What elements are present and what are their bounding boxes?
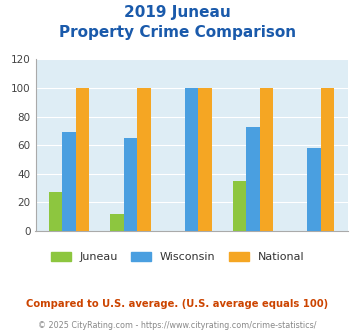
Bar — [260, 88, 273, 231]
Bar — [307, 148, 321, 231]
Bar — [124, 138, 137, 231]
Text: Compared to U.S. average. (U.S. average equals 100): Compared to U.S. average. (U.S. average … — [26, 299, 329, 309]
Bar — [198, 88, 212, 231]
Bar — [137, 88, 151, 231]
Bar — [49, 192, 62, 231]
Bar — [233, 181, 246, 231]
Bar — [321, 88, 334, 231]
Text: Property Crime Comparison: Property Crime Comparison — [59, 25, 296, 40]
Bar — [76, 88, 89, 231]
Text: 2019 Juneau: 2019 Juneau — [124, 5, 231, 20]
Bar — [185, 88, 198, 231]
Text: © 2025 CityRating.com - https://www.cityrating.com/crime-statistics/: © 2025 CityRating.com - https://www.city… — [38, 321, 317, 330]
Bar — [62, 132, 76, 231]
Bar — [246, 127, 260, 231]
Legend: Juneau, Wisconsin, National: Juneau, Wisconsin, National — [46, 248, 309, 267]
Bar — [110, 214, 124, 231]
